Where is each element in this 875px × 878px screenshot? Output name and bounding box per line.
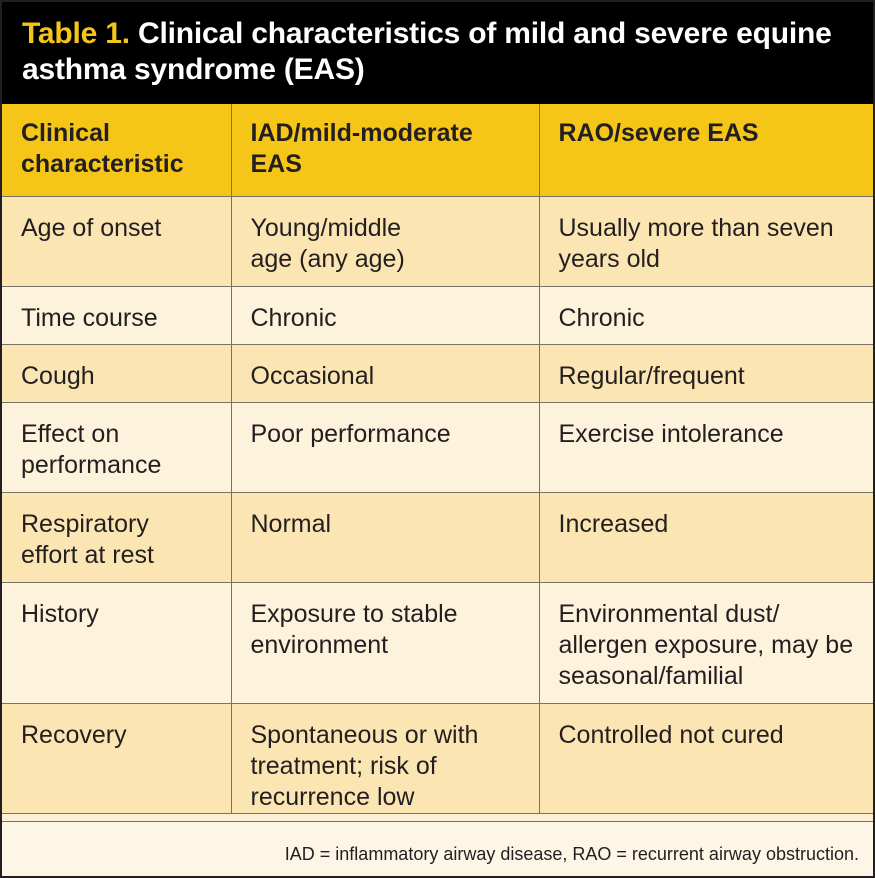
row-label-cell: Effect on performance bbox=[2, 402, 232, 493]
mild-cell: Chronic bbox=[231, 286, 540, 345]
severe-cell: Regular/frequent bbox=[539, 344, 873, 403]
row-label-cell: Age of onset bbox=[2, 196, 232, 287]
severe-cell: Chronic bbox=[539, 286, 873, 345]
table-title-bar: Table 1. Clinical characteristics of mil… bbox=[2, 2, 873, 104]
row-label-cell: History bbox=[2, 582, 232, 704]
table-row: Respiratory effort at rest Normal Increa… bbox=[2, 492, 873, 583]
severe-cell: Increased bbox=[539, 492, 873, 583]
table-footnote: IAD = inflammatory airway disease, RAO =… bbox=[2, 821, 873, 876]
mild-cell: Spontaneous or with treatment; risk of r… bbox=[231, 703, 540, 814]
table-row: Age of onset Young/middle age (any age) … bbox=[2, 196, 873, 287]
table-row: Effect on performance Poor performance E… bbox=[2, 402, 873, 493]
header-row: Clinical characteristic IAD/mild-moderat… bbox=[2, 104, 873, 197]
characteristics-table: Clinical characteristic IAD/mild-moderat… bbox=[2, 104, 873, 814]
severe-cell: Usually more than seven years old bbox=[539, 196, 873, 287]
severe-cell: Exercise intolerance bbox=[539, 402, 873, 493]
table-title: Clinical characteristics of mild and sev… bbox=[22, 17, 832, 86]
severe-cell: Controlled not cured bbox=[539, 703, 873, 814]
table-row: Recovery Spontaneous or with treatment; … bbox=[2, 703, 873, 814]
row-label-cell: Respiratory effort at rest bbox=[2, 492, 232, 583]
mild-cell: Poor performance bbox=[231, 402, 540, 493]
severe-cell: Environmental dust/ allergen exposure, m… bbox=[539, 582, 873, 704]
header-cell-characteristic: Clinical characteristic bbox=[2, 104, 232, 197]
mild-cell: Exposure to stable environment bbox=[231, 582, 540, 704]
table-row: History Exposure to stable environment E… bbox=[2, 582, 873, 704]
table-row: Time course Chronic Chronic bbox=[2, 286, 873, 345]
header-cell-severe: RAO/severe EAS bbox=[539, 104, 873, 197]
table-row: Cough Occasional Regular/frequent bbox=[2, 344, 873, 403]
table-number: Table 1. bbox=[22, 17, 130, 50]
header-cell-mild: IAD/mild-moderate EAS bbox=[231, 104, 540, 197]
row-label-cell: Cough bbox=[2, 344, 232, 403]
mild-cell: Normal bbox=[231, 492, 540, 583]
row-label-cell: Time course bbox=[2, 286, 232, 345]
mild-cell: Occasional bbox=[231, 344, 540, 403]
row-label-cell: Recovery bbox=[2, 703, 232, 814]
mild-cell: Young/middle age (any age) bbox=[231, 196, 540, 287]
